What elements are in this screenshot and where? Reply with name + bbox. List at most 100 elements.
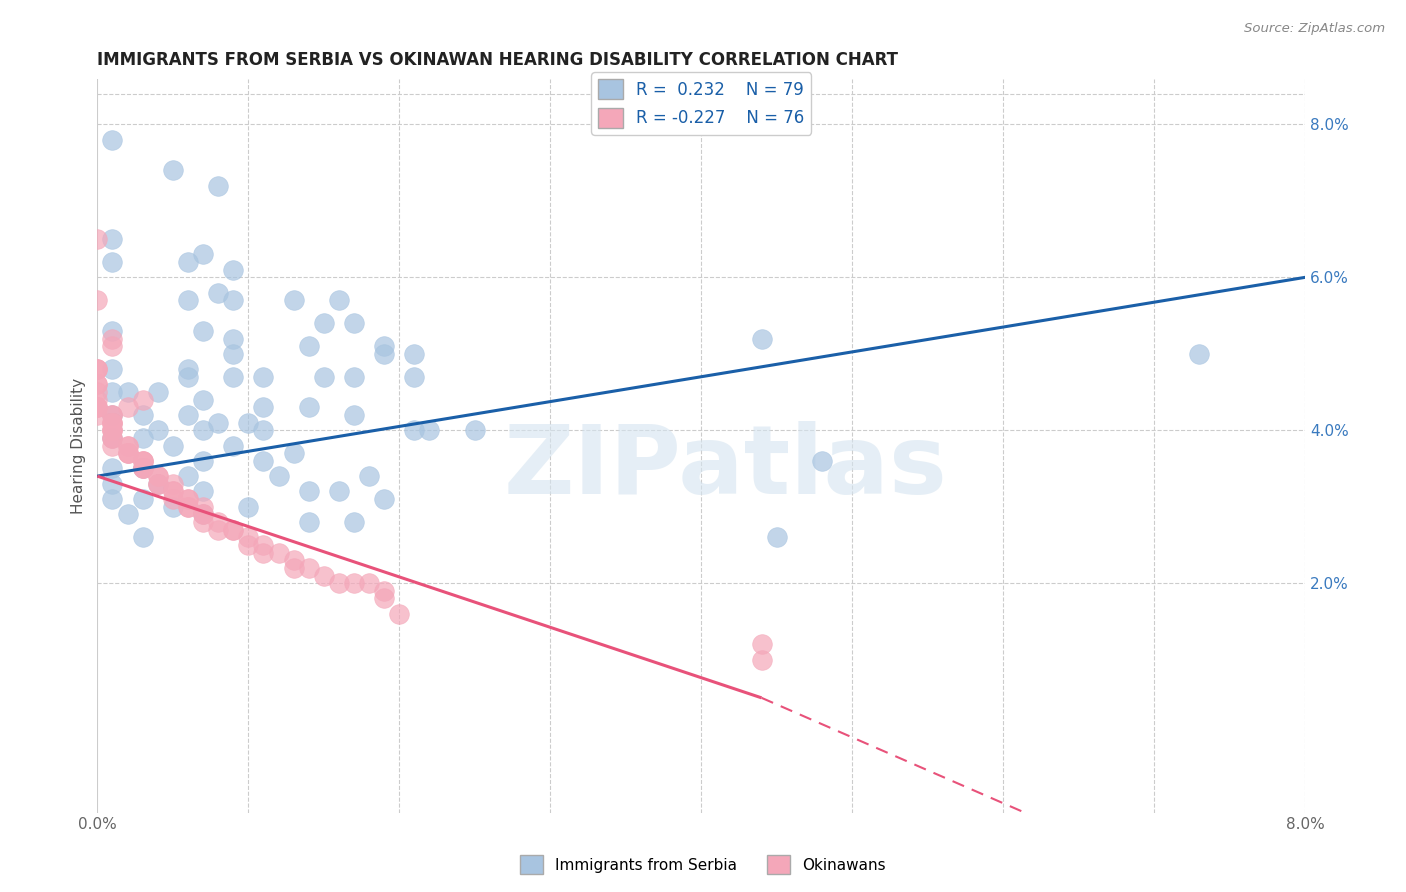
Point: [751, 637, 773, 651]
Point: [191, 515, 214, 529]
Point: [162, 484, 184, 499]
Point: [162, 484, 184, 499]
Point: [101, 255, 124, 269]
Point: [117, 446, 139, 460]
Point: [101, 232, 124, 246]
Point: [177, 500, 200, 514]
Point: [298, 515, 321, 529]
Point: [464, 423, 486, 437]
Point: [418, 423, 440, 437]
Point: [131, 461, 153, 475]
Point: [298, 401, 321, 415]
Point: [207, 523, 229, 537]
Point: [283, 446, 305, 460]
Point: [373, 339, 395, 353]
Point: [252, 423, 274, 437]
Point: [191, 324, 214, 338]
Point: [86, 362, 108, 376]
Point: [86, 401, 108, 415]
Point: [267, 469, 290, 483]
Point: [283, 553, 305, 567]
Point: [283, 561, 305, 575]
Point: [298, 484, 321, 499]
Point: [86, 401, 108, 415]
Point: [1188, 347, 1211, 361]
Point: [328, 293, 350, 308]
Point: [359, 469, 381, 483]
Text: ZIPatlas: ZIPatlas: [503, 421, 948, 514]
Point: [222, 523, 245, 537]
Point: [373, 583, 395, 598]
Point: [191, 508, 214, 522]
Point: [238, 530, 260, 544]
Point: [101, 423, 124, 437]
Point: [146, 476, 169, 491]
Point: [162, 438, 184, 452]
Point: [162, 500, 184, 514]
Point: [131, 461, 153, 475]
Point: [101, 438, 124, 452]
Point: [86, 385, 108, 400]
Point: [404, 423, 426, 437]
Point: [177, 469, 200, 483]
Point: [252, 369, 274, 384]
Point: [207, 178, 229, 193]
Point: [298, 561, 321, 575]
Point: [86, 392, 108, 407]
Point: [238, 538, 260, 552]
Point: [146, 469, 169, 483]
Point: [146, 423, 169, 437]
Point: [207, 515, 229, 529]
Point: [252, 454, 274, 468]
Point: [177, 408, 200, 422]
Point: [222, 293, 245, 308]
Y-axis label: Hearing Disability: Hearing Disability: [72, 377, 86, 514]
Point: [343, 515, 366, 529]
Point: [312, 568, 335, 582]
Point: [177, 362, 200, 376]
Point: [328, 576, 350, 591]
Point: [191, 247, 214, 261]
Point: [359, 576, 381, 591]
Point: [191, 423, 214, 437]
Point: [343, 369, 366, 384]
Point: [191, 392, 214, 407]
Point: [101, 423, 124, 437]
Point: [117, 446, 139, 460]
Point: [131, 431, 153, 445]
Point: [101, 416, 124, 430]
Point: [765, 530, 787, 544]
Point: [101, 385, 124, 400]
Point: [117, 438, 139, 452]
Point: [162, 163, 184, 178]
Point: [101, 431, 124, 445]
Point: [177, 491, 200, 506]
Point: [162, 491, 184, 506]
Point: [751, 652, 773, 666]
Point: [131, 454, 153, 468]
Point: [343, 576, 366, 591]
Point: [222, 523, 245, 537]
Point: [131, 491, 153, 506]
Point: [177, 255, 200, 269]
Point: [388, 607, 411, 621]
Point: [298, 339, 321, 353]
Point: [404, 347, 426, 361]
Point: [101, 332, 124, 346]
Point: [131, 454, 153, 468]
Point: [252, 545, 274, 559]
Point: [131, 408, 153, 422]
Point: [146, 476, 169, 491]
Point: [191, 484, 214, 499]
Point: [117, 385, 139, 400]
Point: [177, 500, 200, 514]
Point: [146, 476, 169, 491]
Point: [162, 476, 184, 491]
Point: [191, 508, 214, 522]
Point: [222, 369, 245, 384]
Point: [207, 416, 229, 430]
Point: [101, 476, 124, 491]
Point: [101, 324, 124, 338]
Point: [101, 416, 124, 430]
Point: [751, 332, 773, 346]
